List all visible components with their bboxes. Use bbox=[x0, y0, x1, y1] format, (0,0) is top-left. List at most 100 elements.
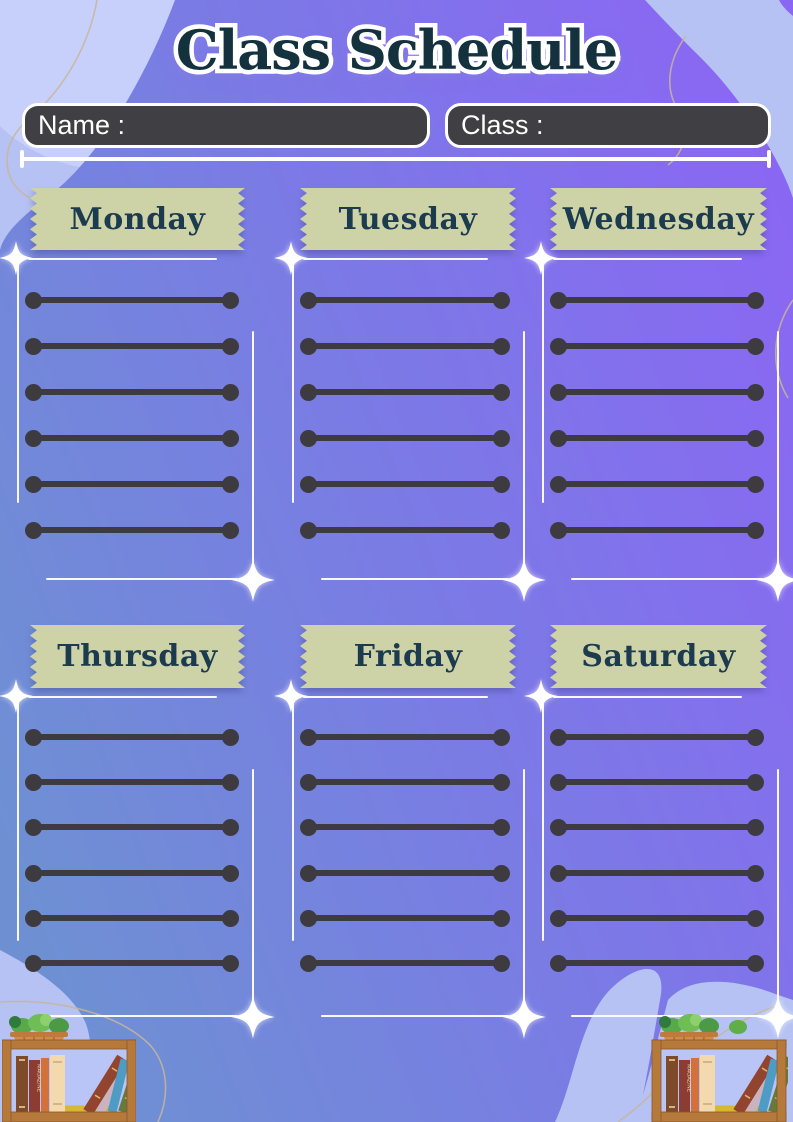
day-banner-label: Monday bbox=[69, 201, 206, 237]
day-banner-label: Friday bbox=[353, 639, 463, 674]
name-field[interactable]: Name : bbox=[22, 103, 430, 148]
frame-line-right bbox=[777, 769, 779, 1007]
schedule-line[interactable] bbox=[550, 475, 764, 493]
name-field-label: Name : bbox=[38, 110, 126, 140]
schedule-line[interactable] bbox=[25, 429, 239, 447]
schedule-line[interactable] bbox=[25, 909, 239, 927]
sparkle-icon bbox=[524, 679, 558, 713]
frame-line-right bbox=[777, 331, 779, 569]
divider-tick-left bbox=[20, 150, 24, 168]
frame-line-left bbox=[292, 701, 294, 941]
sparkle-icon bbox=[274, 241, 308, 275]
schedule-line[interactable] bbox=[300, 291, 510, 309]
frame-line-bottom bbox=[321, 1015, 509, 1017]
frame-line-left bbox=[17, 263, 19, 503]
frame-line-left bbox=[542, 701, 544, 941]
schedule-line[interactable] bbox=[300, 475, 510, 493]
bookshelf-left-illustration: MAGAZINE bbox=[2, 1012, 136, 1122]
schedule-line[interactable] bbox=[300, 954, 510, 972]
frame-line-bottom bbox=[46, 578, 238, 580]
sparkle-icon bbox=[524, 241, 558, 275]
schedule-line[interactable] bbox=[550, 909, 764, 927]
schedule-line[interactable] bbox=[550, 864, 764, 882]
schedule-line[interactable] bbox=[300, 521, 510, 539]
divider-tick-right bbox=[767, 150, 771, 168]
sparkle-icon bbox=[231, 995, 275, 1039]
frame-line-top bbox=[303, 696, 488, 698]
frame-line-bottom bbox=[46, 1015, 238, 1017]
class-field[interactable]: Class : bbox=[445, 103, 771, 148]
book-title: MAGAZINE bbox=[686, 1064, 692, 1093]
schedule-line[interactable] bbox=[550, 954, 764, 972]
schedule-line[interactable] bbox=[550, 291, 764, 309]
schedule-line[interactable] bbox=[25, 728, 239, 746]
schedule-line[interactable] bbox=[300, 337, 510, 355]
frame-line-bottom bbox=[571, 578, 763, 580]
schedule-line[interactable] bbox=[550, 337, 764, 355]
schedule-line[interactable] bbox=[25, 773, 239, 791]
schedule-line[interactable] bbox=[25, 291, 239, 309]
frame-line-top bbox=[28, 258, 217, 260]
frame-line-right bbox=[252, 331, 254, 569]
schedule-line[interactable] bbox=[550, 773, 764, 791]
shelf-frame: MAGAZINE bbox=[2, 1039, 136, 1122]
schedule-line[interactable] bbox=[550, 383, 764, 401]
sparkle-icon bbox=[0, 241, 33, 275]
day-banner: Thursday bbox=[30, 625, 245, 688]
day-banner-label: Tuesday bbox=[338, 201, 478, 237]
day-banner-label: Wednesday bbox=[562, 201, 755, 237]
schedule-line[interactable] bbox=[300, 383, 510, 401]
sparkle-icon bbox=[274, 679, 308, 713]
day-banner-label: Thursday bbox=[57, 639, 218, 674]
sparkle-icon bbox=[0, 679, 33, 713]
schedule-line[interactable] bbox=[25, 864, 239, 882]
divider-rule bbox=[20, 150, 771, 168]
day-banner-label: Saturday bbox=[581, 639, 736, 674]
bookshelf-right-illustration: MAGAZINE bbox=[650, 1012, 788, 1122]
corner-sliver bbox=[779, 0, 793, 16]
schedule-line[interactable] bbox=[550, 818, 764, 836]
shelf-frame: MAGAZINE bbox=[651, 1039, 788, 1122]
schedule-line[interactable] bbox=[300, 864, 510, 882]
schedule-line[interactable] bbox=[25, 818, 239, 836]
schedule-line[interactable] bbox=[300, 728, 510, 746]
schedule-line[interactable] bbox=[300, 818, 510, 836]
frame-line-top bbox=[553, 258, 742, 260]
sparkle-icon bbox=[231, 558, 275, 602]
sparkle-icon bbox=[756, 558, 793, 602]
frame-line-top bbox=[553, 696, 742, 698]
frame-line-bottom bbox=[571, 1015, 763, 1017]
schedule-line[interactable] bbox=[550, 728, 764, 746]
day-banner: Friday bbox=[300, 625, 516, 688]
schedule-line[interactable] bbox=[25, 337, 239, 355]
sparkle-icon bbox=[756, 995, 793, 1039]
book-title: MAGAZINE bbox=[36, 1064, 42, 1093]
schedule-line[interactable] bbox=[25, 383, 239, 401]
frame-line-top bbox=[303, 258, 488, 260]
schedule-line[interactable] bbox=[300, 773, 510, 791]
schedule-line[interactable] bbox=[25, 954, 239, 972]
schedule-line[interactable] bbox=[300, 909, 510, 927]
book-spines: MAGAZINE bbox=[666, 1054, 788, 1115]
frame-line-right bbox=[523, 769, 525, 1007]
frame-line-right bbox=[523, 331, 525, 569]
schedule-line[interactable] bbox=[550, 429, 764, 447]
sparkle-icon bbox=[502, 558, 546, 602]
frame-line-left bbox=[17, 701, 19, 941]
page-title: Class Schedule Class Schedule bbox=[0, 2, 793, 98]
day-banner: Tuesday bbox=[300, 188, 516, 250]
page-title-text: Class Schedule bbox=[175, 18, 618, 82]
sparkle-icon bbox=[502, 995, 546, 1039]
frame-line-left bbox=[542, 263, 544, 503]
frame-line-top bbox=[28, 696, 217, 698]
schedule-line[interactable] bbox=[25, 475, 239, 493]
schedule-line[interactable] bbox=[300, 429, 510, 447]
page-title-outline: Class Schedule bbox=[171, 14, 622, 87]
schedule-line[interactable] bbox=[25, 521, 239, 539]
frame-line-bottom bbox=[321, 578, 509, 580]
schedule-line[interactable] bbox=[550, 521, 764, 539]
class-field-label: Class : bbox=[461, 110, 544, 140]
frame-line-right bbox=[252, 769, 254, 1007]
